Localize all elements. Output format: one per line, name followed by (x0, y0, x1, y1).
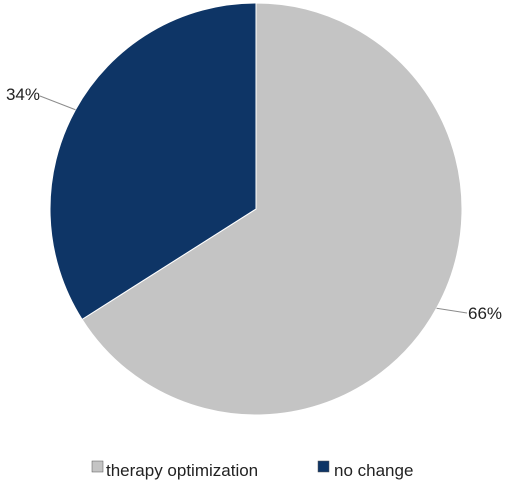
pie-slice-no-change (49, 2, 257, 321)
data-label-no-change: 34% (6, 85, 40, 104)
legend-swatch-no-change (317, 460, 330, 473)
legend-swatch-therapy-optimization (91, 460, 104, 473)
label-leader-lines (39, 95, 468, 314)
data-label-therapy-optimization: 66% (468, 304, 502, 323)
legend-label-no-change: no change (334, 461, 413, 480)
leader-line-no-change (39, 95, 76, 111)
pie-slices (49, 2, 463, 416)
legend-label-therapy-optimization: therapy optimization (106, 461, 258, 480)
legend: therapy optimization no change (91, 460, 413, 480)
leader-line-therapy-optimization (436, 307, 468, 314)
